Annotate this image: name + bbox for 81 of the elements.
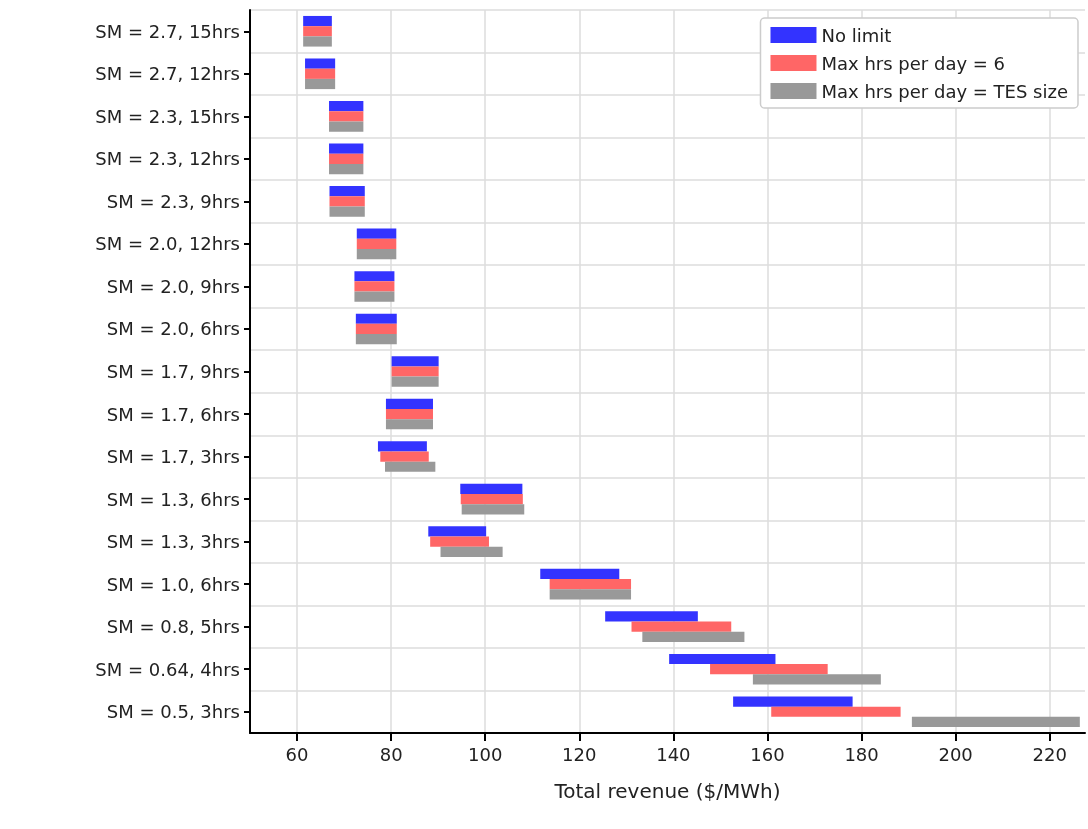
x-tick-label: 160 xyxy=(750,743,785,765)
bar xyxy=(385,461,436,472)
bar xyxy=(605,611,698,622)
bar xyxy=(752,674,881,685)
y-tick-label: SM = 1.7, 6hrs xyxy=(106,403,240,425)
bar xyxy=(329,163,364,175)
y-tick-label: SM = 2.0, 12hrs xyxy=(95,233,240,255)
y-tick-label: SM = 2.0, 9hrs xyxy=(106,275,240,297)
x-tick-label: 140 xyxy=(656,743,691,765)
bar xyxy=(329,206,365,217)
bar xyxy=(669,653,776,665)
bar xyxy=(305,68,336,79)
bar xyxy=(354,291,395,302)
bar xyxy=(329,143,364,154)
y-tick-label: SM = 1.7, 9hrs xyxy=(106,361,240,382)
y-tick-label: SM = 2.3, 15hrs xyxy=(95,105,240,127)
bar xyxy=(355,323,397,335)
bar xyxy=(329,111,364,122)
bar xyxy=(391,366,439,377)
y-tick-label: SM = 2.7, 15hrs xyxy=(95,20,240,42)
bar xyxy=(303,26,332,37)
bar xyxy=(642,631,745,642)
bar xyxy=(440,546,503,557)
legend-label: No limit xyxy=(821,24,892,46)
y-tick-label: SM = 0.64, 4hrs xyxy=(95,658,240,680)
bar xyxy=(710,664,828,675)
bar xyxy=(460,483,523,494)
bar xyxy=(549,589,632,600)
bar xyxy=(329,101,364,112)
bar xyxy=(461,504,525,515)
bar xyxy=(356,228,397,239)
x-axis-title: Total revenue ($/MWh) xyxy=(553,779,781,803)
y-tick-label: SM = 2.0, 6hrs xyxy=(106,318,240,340)
bar xyxy=(911,716,1080,728)
bar xyxy=(540,568,620,580)
bar xyxy=(460,493,523,505)
bar xyxy=(385,419,433,430)
bar xyxy=(355,334,397,345)
x-tick-label: 200 xyxy=(938,743,973,765)
bar xyxy=(385,398,433,409)
y-tick-label: SM = 2.3, 9hrs xyxy=(106,190,240,212)
bar xyxy=(329,121,364,132)
bar xyxy=(391,356,439,367)
x-tick-label: 120 xyxy=(562,743,597,765)
bar xyxy=(329,186,365,197)
bar xyxy=(356,238,397,250)
legend-label: Max hrs per day = TES size xyxy=(821,80,1068,102)
bar xyxy=(631,621,732,632)
x-tick-label: 180 xyxy=(844,743,879,765)
bar xyxy=(356,249,397,260)
y-tick-label: SM = 0.5, 3hrs xyxy=(106,701,240,723)
bar xyxy=(355,313,397,324)
bar xyxy=(354,271,395,282)
y-tick-label: SM = 2.7, 12hrs xyxy=(95,63,240,85)
bar xyxy=(305,58,336,69)
bar xyxy=(305,78,336,90)
bar xyxy=(377,441,427,452)
y-tick-label: SM = 1.0, 6hrs xyxy=(106,573,240,595)
y-tick-label: SM = 1.3, 3hrs xyxy=(106,531,240,553)
bar xyxy=(303,15,332,27)
bar xyxy=(329,196,365,207)
bar xyxy=(303,36,332,47)
bar xyxy=(380,451,429,462)
bar xyxy=(329,153,364,164)
bar xyxy=(385,408,433,420)
bar xyxy=(428,526,487,537)
y-tick-label: SM = 1.3, 6hrs xyxy=(106,488,240,510)
x-tick-label: 80 xyxy=(379,743,403,765)
bar xyxy=(549,579,632,590)
bar xyxy=(733,696,853,707)
y-tick-label: SM = 0.8, 5hrs xyxy=(106,616,240,638)
y-tick-label: SM = 2.3, 12hrs xyxy=(95,148,240,170)
bar xyxy=(354,281,395,292)
legend-label: Max hrs per day = 6 xyxy=(821,52,1006,74)
bar xyxy=(430,536,489,547)
bar xyxy=(391,376,439,387)
x-tick-label: 60 xyxy=(285,743,309,765)
y-tick-label: SM = 1.7, 3hrs xyxy=(106,446,240,468)
x-tick-label: 100 xyxy=(468,743,503,765)
bar xyxy=(771,706,901,717)
x-tick-label: 220 xyxy=(1032,743,1067,765)
